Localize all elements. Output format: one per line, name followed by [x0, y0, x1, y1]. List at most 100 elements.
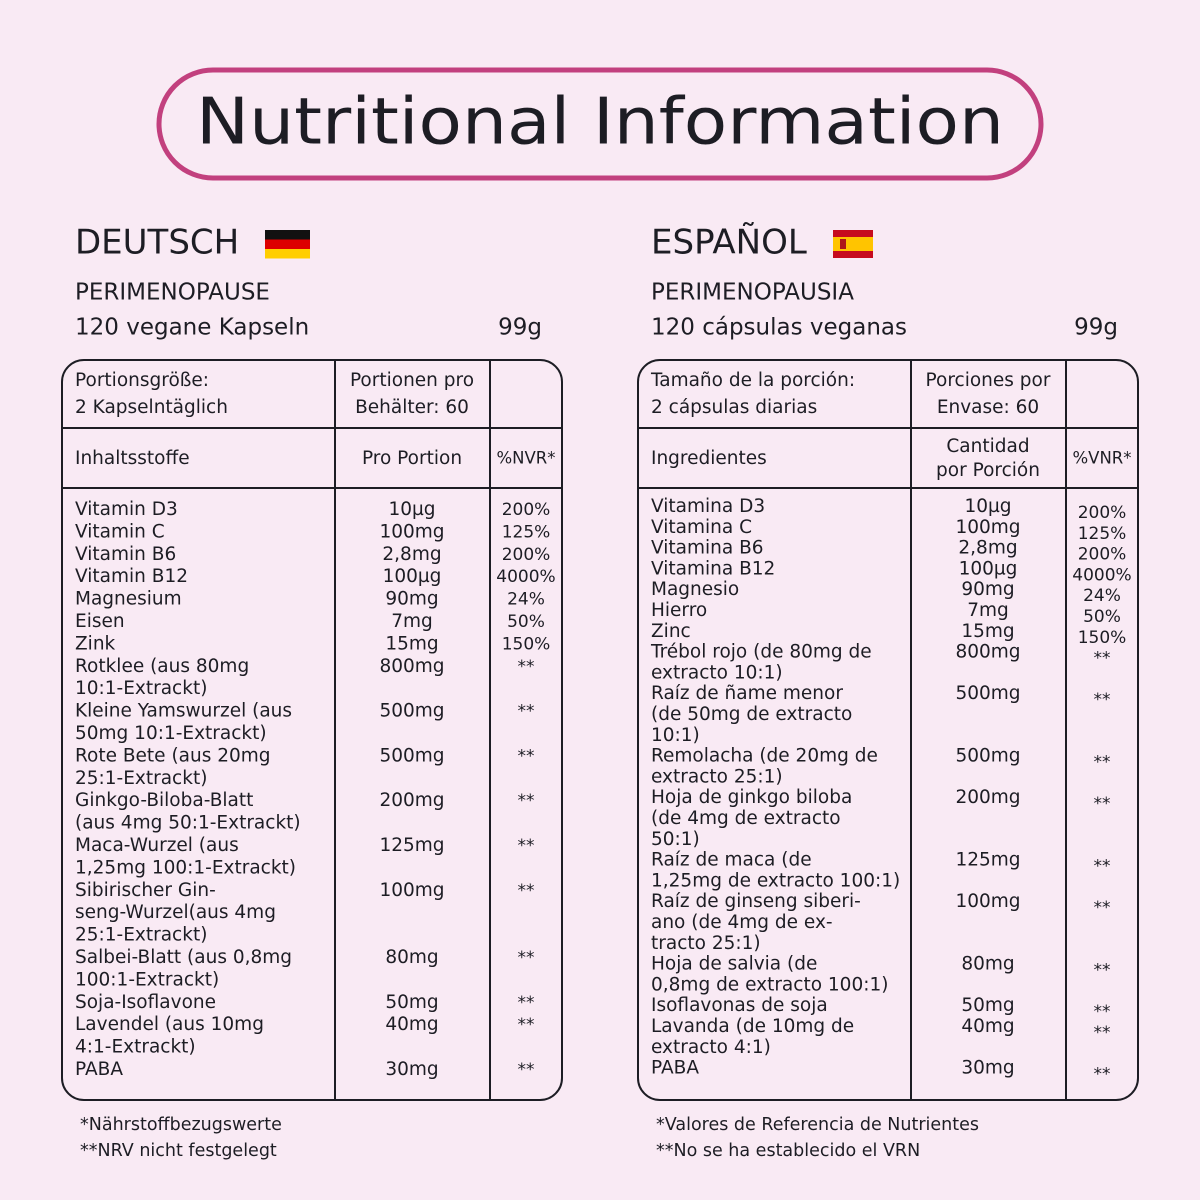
reference-value: **: [1094, 1065, 1111, 1085]
column-header: por Porción: [936, 460, 1040, 481]
reference-value: 150%: [502, 634, 551, 654]
ingredient-name: Maca-Wurzel (aus: [75, 835, 239, 856]
reference-value: **: [518, 702, 535, 722]
product: PERIMENOPAUSIA: [651, 280, 854, 306]
ingredient-name: Eisen: [75, 611, 125, 632]
amount: 7mg: [967, 600, 1009, 621]
reference-value: **: [1094, 690, 1111, 710]
column-header: %NVR*: [496, 449, 555, 468]
amount: 2,8mg: [382, 544, 441, 565]
reference-value: 150%: [1078, 628, 1127, 648]
amount: 500mg: [955, 746, 1020, 767]
servings: Behälter: 60: [355, 397, 469, 418]
reference-value: 50%: [1083, 607, 1121, 627]
amount: 10µg: [388, 499, 435, 520]
reference-value: **: [1094, 1002, 1111, 1022]
table-frame: [637, 359, 1139, 1101]
reference-value: **: [518, 1060, 535, 1080]
amount: 500mg: [379, 745, 444, 766]
ingredient-name: PABA: [651, 1058, 699, 1079]
language: ESPAÑOL: [651, 223, 807, 263]
amount: 90mg: [385, 589, 438, 610]
amount: 10µg: [964, 496, 1011, 517]
ingredient-name: extracto 25:1): [651, 766, 783, 787]
reference-value: 4000%: [496, 567, 555, 587]
title: Nutritional Information: [196, 86, 1004, 160]
ingredient-name: Isoflavonas de soja: [651, 995, 828, 1016]
ingredient-name: 0,8mg de extracto 100:1): [651, 974, 888, 995]
ingredient-name: Rotklee (aus 80mg: [75, 656, 249, 677]
amount: 800mg: [379, 656, 444, 677]
amount: 80mg: [961, 954, 1014, 975]
title-frame: [156, 67, 1044, 181]
reference-value: 200%: [502, 545, 551, 565]
product: PERIMENOPAUSE: [75, 280, 270, 306]
reference-value: **: [518, 746, 535, 766]
ingredient-name: Soja-Isoflavone: [75, 992, 216, 1013]
column-header: Ingredientes: [651, 448, 767, 469]
ingredient-name: Vitamin D3: [75, 499, 178, 520]
amount: 125mg: [379, 835, 444, 856]
ingredient-name: Magnesium: [75, 589, 182, 610]
footnote: *Valores de Referencia de Nutrientes: [656, 1115, 979, 1135]
ingredient-name: Lavanda (de 10mg de: [651, 1016, 854, 1037]
ingredient-name: Vitamina B6: [651, 538, 764, 559]
amount: 15mg: [961, 621, 1014, 642]
ingredient-name: 4:1-Extrackt): [75, 1037, 196, 1058]
amount: 30mg: [385, 1059, 438, 1080]
ingredient-name: Sibirischer Gin-: [75, 880, 216, 901]
ingredient-name: 100:1-Extrackt): [75, 969, 219, 990]
ingredient-name: Raíz de ñame menor: [651, 683, 843, 704]
servings: Envase: 60: [937, 397, 1039, 418]
reference-value: **: [1094, 898, 1111, 918]
reference-value: **: [1094, 961, 1111, 981]
ingredient-name: Salbei-Blatt (aus 0,8mg: [75, 947, 292, 968]
reference-value: **: [1094, 649, 1111, 669]
amount: 100µg: [959, 558, 1018, 579]
serving-size: 2 cápsulas diarias: [651, 397, 817, 418]
ingredient-name: 10:1): [651, 725, 700, 746]
amount: 500mg: [379, 701, 444, 722]
ingredient-name: extracto 4:1): [651, 1037, 771, 1058]
amount: 100µg: [383, 566, 442, 587]
ingredient-name: Vitamin C: [75, 521, 165, 542]
weight: 99g: [1074, 315, 1118, 341]
capsule-count: 120 vegane Kapseln: [75, 315, 309, 341]
amount: 7mg: [391, 611, 433, 632]
column-header: Inhaltsstoffe: [75, 448, 190, 469]
column-header: Pro Portion: [362, 448, 462, 469]
reference-value: **: [518, 948, 535, 968]
footnote: **No se ha establecido el VRN: [656, 1141, 920, 1161]
reference-value: 200%: [1078, 545, 1127, 565]
amount: 125mg: [955, 850, 1020, 871]
amount: 50mg: [385, 992, 438, 1013]
weight: 99g: [498, 315, 542, 341]
reference-value: **: [518, 1015, 535, 1035]
ingredient-name: (de 50mg de extracto: [651, 704, 852, 725]
ingredient-name: Zinc: [651, 621, 691, 642]
amount: 500mg: [955, 683, 1020, 704]
amount: 15mg: [385, 633, 438, 654]
ingredient-name: Vitamin B12: [75, 566, 188, 587]
reference-value: 125%: [1078, 524, 1127, 544]
table-frame: [61, 359, 563, 1101]
ingredient-name: Trébol rojo (de 80mg de: [650, 642, 872, 663]
reference-value: **: [1094, 857, 1111, 877]
amount: 2,8mg: [958, 538, 1017, 559]
reference-value: 200%: [1078, 503, 1127, 523]
ingredient-name: PABA: [75, 1059, 123, 1080]
ingredient-name: Raíz de ginseng siberi-: [651, 891, 861, 912]
servings: Portionen pro: [350, 370, 474, 391]
amount: 40mg: [961, 1016, 1014, 1037]
amount: 30mg: [961, 1058, 1014, 1079]
ingredient-name: ano (de 4mg de ex-: [651, 912, 833, 933]
ingredient-name: Kleine Yamswurzel (aus: [75, 701, 292, 722]
reference-value: **: [518, 881, 535, 901]
ingredient-name: 1,25mg 100:1-Extrackt): [75, 857, 296, 878]
ingredient-name: 10:1-Extrackt): [75, 678, 207, 699]
amount: 100mg: [379, 880, 444, 901]
reference-value: 200%: [502, 500, 551, 520]
